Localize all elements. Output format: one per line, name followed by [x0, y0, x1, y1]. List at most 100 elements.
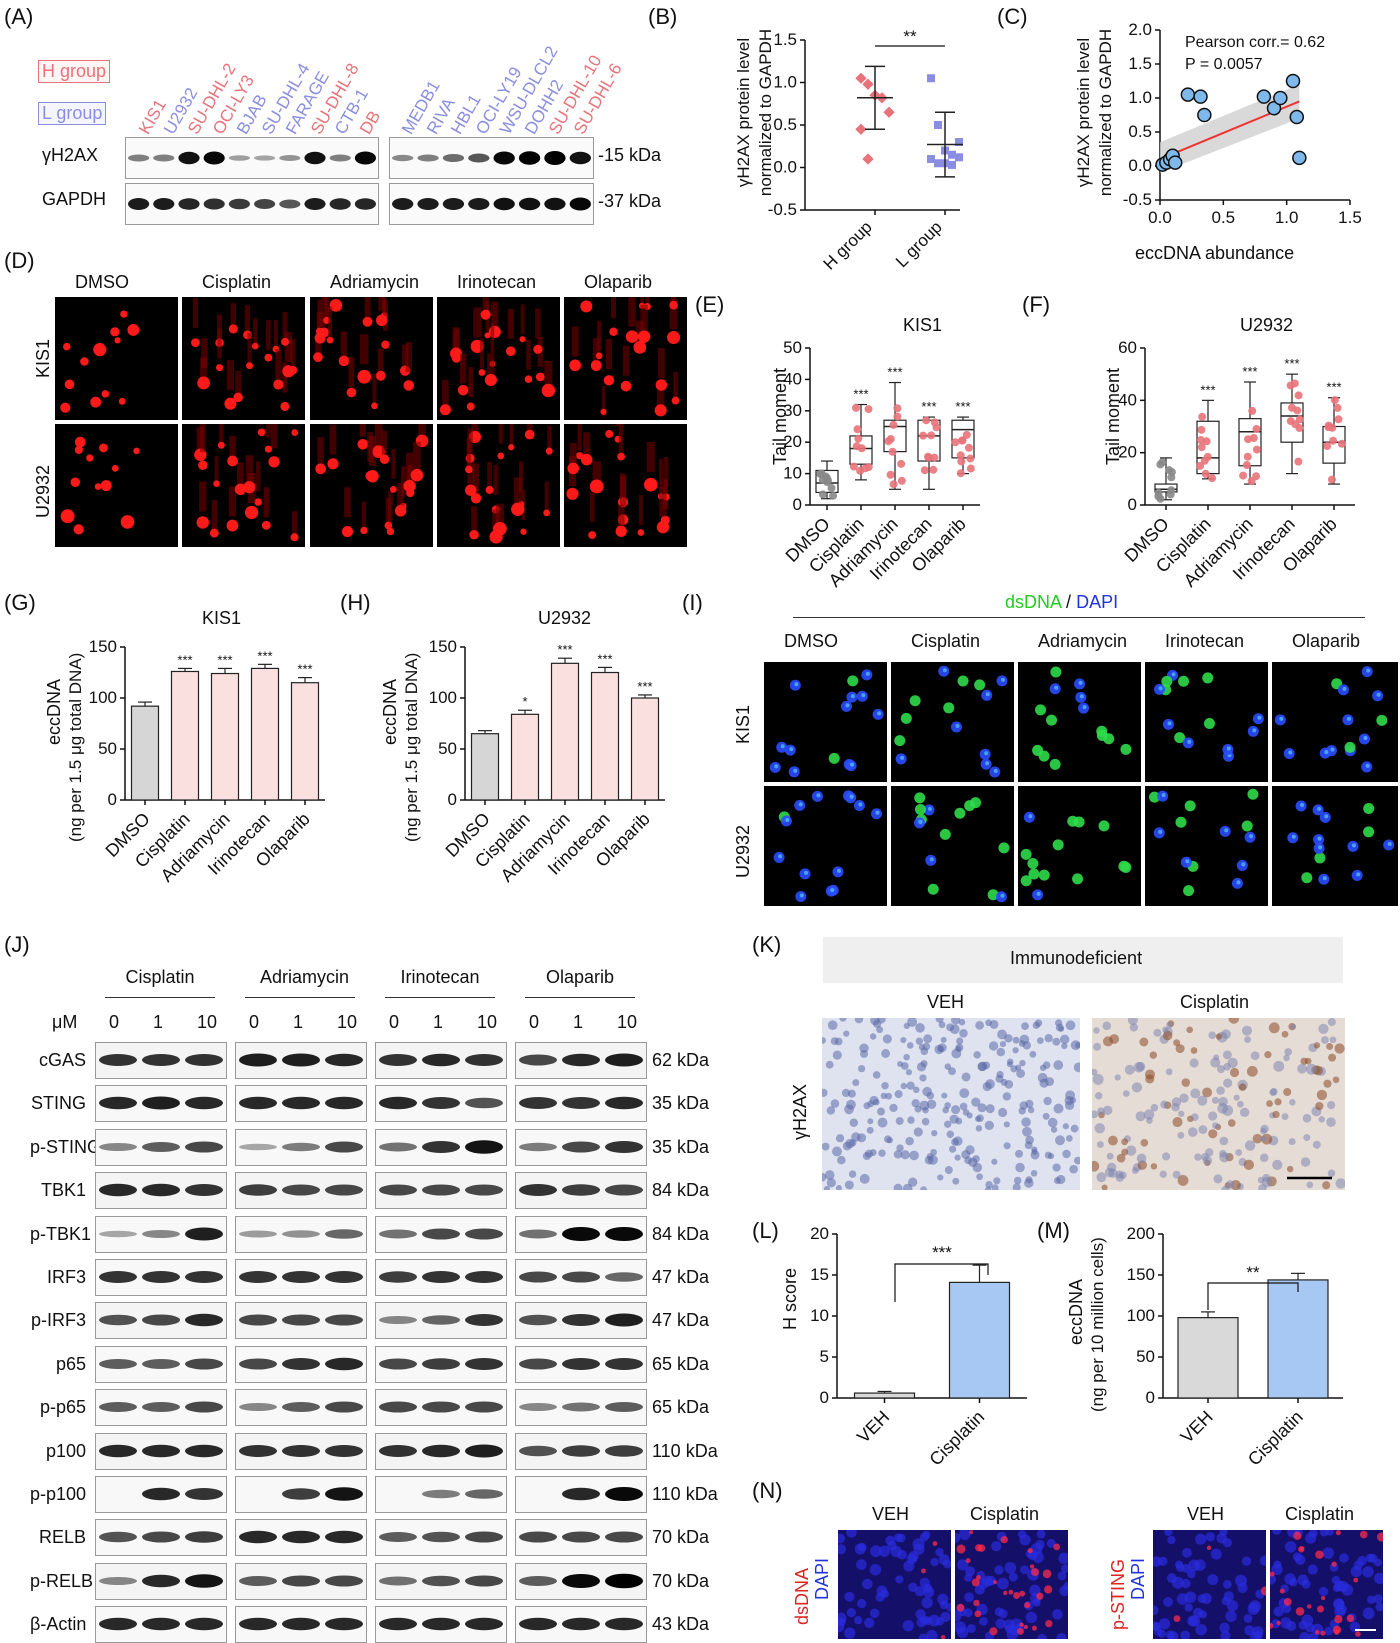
red-signal	[1276, 1620, 1281, 1626]
j-row-kda: 62 kDa	[652, 1050, 710, 1070]
panel-label-n: (N)	[752, 1478, 783, 1503]
nucleus	[1189, 1615, 1201, 1627]
comet-head	[120, 515, 135, 529]
y-tick-label: 20	[783, 432, 802, 451]
n-col-veh-right: VEH	[1187, 1504, 1225, 1524]
blot-band	[493, 197, 515, 211]
nucleus	[844, 1591, 855, 1602]
nucleus	[919, 1100, 930, 1111]
comet-tail	[292, 424, 297, 425]
nucleus	[1047, 1117, 1058, 1128]
blot-band	[228, 198, 250, 210]
blot-band	[325, 1401, 363, 1413]
nucleus	[1198, 1125, 1208, 1135]
blot-band	[519, 1054, 557, 1066]
nucleus	[1269, 1088, 1277, 1097]
nucleus	[846, 1099, 856, 1110]
j-row-label: TBK1	[40, 1180, 86, 1201]
nucleus	[1318, 1586, 1329, 1597]
comet-image	[437, 297, 560, 420]
cell	[1363, 826, 1375, 838]
n-psting-veh-image	[1153, 1530, 1266, 1639]
k-header-box	[823, 937, 1343, 983]
blot-band	[465, 1098, 503, 1109]
red-signal	[1376, 1532, 1383, 1542]
comet-tail	[659, 459, 663, 490]
data-point	[1167, 473, 1176, 482]
nucleus	[1350, 1565, 1362, 1578]
cell-spot	[1079, 694, 1084, 699]
comet-tail	[329, 424, 337, 455]
sig-label: ***	[257, 648, 272, 663]
nucleus	[1286, 1165, 1294, 1173]
nucleus	[964, 1573, 973, 1582]
blot-band	[128, 198, 150, 210]
cell-spot	[1249, 834, 1254, 839]
blot-band	[422, 1401, 460, 1413]
nucleus	[839, 1018, 847, 1022]
j-row-label: p100	[45, 1440, 86, 1461]
k-header: Immunodeficient	[1010, 948, 1143, 968]
y-tick-label: 30	[783, 401, 802, 420]
nucleus	[954, 1154, 961, 1161]
cell	[987, 889, 999, 901]
nucleus	[905, 1069, 913, 1076]
nucleus	[1329, 1036, 1337, 1044]
comet-head	[600, 408, 607, 415]
red-signal	[1332, 1625, 1342, 1634]
nucleus	[908, 1582, 918, 1592]
nucleus	[1336, 1604, 1347, 1615]
cell-spot	[1000, 677, 1005, 682]
comet-tail	[583, 432, 591, 463]
comet-tail	[482, 297, 489, 315]
data-point	[818, 490, 827, 499]
nucleus	[825, 1060, 834, 1069]
h-ylabel: eccDNA	[380, 678, 400, 745]
nucleus	[948, 1067, 956, 1076]
cell-spot	[1167, 721, 1172, 726]
j-row-kda: 84 kDa	[652, 1180, 710, 1201]
blot-band	[282, 1402, 320, 1413]
blot-band	[282, 1488, 320, 1500]
blot-band	[519, 1142, 557, 1152]
j-blot-strip	[375, 1128, 507, 1166]
j-blot-strip	[235, 1172, 367, 1210]
panel-label-m: (M)	[1037, 1218, 1070, 1243]
sig-label: ***	[1242, 364, 1257, 379]
nucleus	[995, 1618, 1006, 1629]
nucleus	[1212, 1122, 1219, 1129]
blot-band	[325, 1228, 363, 1239]
blot-band	[185, 1271, 223, 1283]
nucleus	[1055, 1135, 1065, 1146]
comet-head	[545, 447, 553, 455]
blot-band	[544, 151, 566, 165]
comet-head	[381, 340, 390, 349]
comet-head	[346, 387, 357, 398]
nucleus	[1226, 1180, 1235, 1189]
blot-band	[519, 1271, 557, 1283]
comet-tail	[192, 298, 199, 329]
bar	[948, 1281, 1011, 1399]
nucleus	[984, 1120, 995, 1131]
cell-spot	[1346, 716, 1351, 721]
cell-spot	[778, 854, 783, 859]
blot-band	[325, 1184, 363, 1196]
comet-head	[268, 456, 280, 468]
bar	[550, 662, 580, 801]
blot-band	[519, 1097, 557, 1110]
nucleus	[1250, 1051, 1260, 1061]
blot-band	[354, 198, 376, 210]
comet-tail	[275, 348, 282, 379]
comet-head	[590, 360, 602, 371]
sig-label: ***	[1284, 356, 1299, 371]
j-blot-strip	[95, 1259, 227, 1296]
comet-head	[264, 353, 273, 362]
nucleus	[1197, 1594, 1207, 1603]
comet-head	[465, 465, 473, 474]
cell-spot	[861, 693, 866, 698]
data-point	[955, 138, 963, 146]
comet-head	[280, 401, 290, 411]
nucleus	[854, 1018, 864, 1024]
cell	[1027, 857, 1039, 869]
red-signal	[1295, 1607, 1305, 1616]
